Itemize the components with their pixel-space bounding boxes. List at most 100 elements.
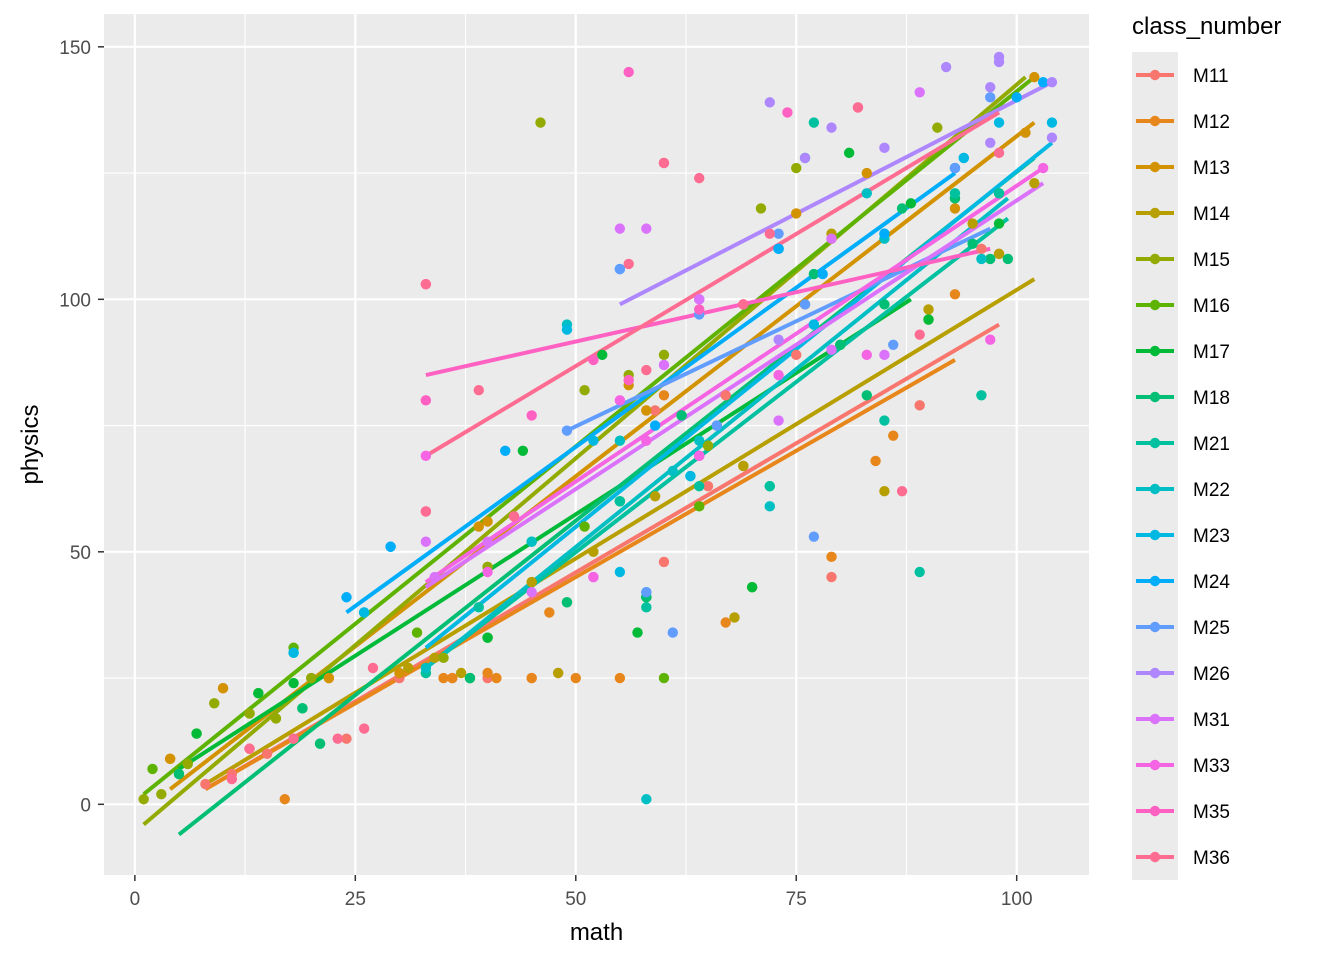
point-m13	[482, 516, 493, 527]
point-m15	[658, 349, 670, 361]
point-m14	[923, 304, 934, 315]
point-m15	[209, 698, 220, 709]
legend-point-m16	[1149, 299, 1161, 311]
legend-label: M12	[1193, 112, 1230, 133]
point-m23	[614, 566, 626, 578]
point-m36	[694, 172, 705, 184]
point-m31	[826, 233, 837, 244]
point-m36	[896, 486, 908, 497]
point-m26	[879, 142, 890, 154]
point-m16	[579, 521, 590, 532]
legend-point-m36	[1149, 851, 1161, 863]
fit-line-m23	[424, 141, 1054, 650]
x-tick-label: 100	[1001, 889, 1033, 910]
point-m21	[879, 415, 890, 426]
x-tick-label: 50	[565, 889, 586, 910]
point-m15	[244, 708, 255, 719]
point-m14	[403, 662, 414, 674]
axes-layer: 0 25 50 75 100 0 50 100 150 math physics	[17, 38, 1033, 946]
x-tick-label: 75	[786, 889, 807, 910]
point-m24	[500, 445, 511, 457]
point-m15	[791, 162, 802, 174]
point-m33	[588, 571, 599, 583]
point-m35	[782, 107, 793, 118]
point-m26	[826, 122, 837, 133]
point-m12	[570, 672, 581, 684]
legend-point-m14	[1149, 207, 1161, 219]
point-m26	[985, 137, 996, 148]
x-tick-label: 0	[130, 889, 141, 910]
point-m17	[253, 688, 264, 699]
point-m12	[438, 672, 449, 684]
point-m36	[332, 733, 343, 744]
point-m11	[791, 349, 802, 361]
y-tick-label: 100	[59, 290, 91, 311]
legend-point-m35	[1149, 805, 1161, 817]
x-tick-label: 25	[345, 889, 366, 910]
point-m18	[896, 203, 908, 214]
point-m36	[508, 511, 520, 522]
fit-line-m26	[618, 80, 1053, 307]
legend-label: M33	[1193, 756, 1230, 777]
point-m25	[985, 92, 996, 103]
point-m17	[288, 677, 299, 689]
point-m15	[182, 758, 193, 770]
point-m15	[702, 440, 714, 451]
legend-title: class_number	[1132, 13, 1281, 40]
point-m15	[579, 385, 590, 396]
point-m12	[949, 289, 961, 300]
point-m11	[702, 480, 714, 492]
point-m35	[420, 395, 432, 406]
point-m35	[623, 374, 634, 386]
x-axis-title: math	[570, 919, 623, 946]
point-m33	[773, 369, 784, 381]
point-m22	[614, 435, 626, 446]
point-m33	[420, 450, 432, 462]
point-m24	[385, 541, 396, 552]
point-m31	[614, 223, 626, 234]
point-m12	[491, 672, 502, 684]
fit-line-m12	[204, 358, 956, 791]
legend-label: M25	[1193, 618, 1230, 639]
legend-point-m18	[1149, 391, 1161, 403]
point-m13	[791, 208, 802, 219]
point-m25	[799, 299, 811, 310]
point-m21	[976, 390, 987, 401]
fit-line-m31	[424, 181, 1045, 589]
point-m26	[993, 56, 1005, 68]
legend-point-m31	[1149, 713, 1161, 725]
point-m13	[1020, 127, 1031, 138]
point-m14	[729, 612, 740, 623]
legend-label: M23	[1193, 526, 1230, 547]
legend-label: M22	[1193, 480, 1230, 501]
point-m21	[614, 496, 626, 507]
point-m18	[297, 703, 308, 714]
point-m17	[632, 627, 643, 638]
point-m15	[535, 117, 546, 128]
point-m31	[641, 223, 652, 234]
point-m33	[861, 349, 872, 361]
point-m26	[799, 152, 811, 164]
point-m36	[288, 733, 299, 744]
point-m11	[976, 243, 987, 255]
legend-point-m22	[1149, 483, 1161, 495]
point-m11	[261, 748, 273, 760]
point-m35	[526, 410, 537, 421]
point-m15	[932, 122, 943, 133]
point-m17	[191, 728, 202, 739]
fit-line-m14	[204, 277, 1036, 786]
point-m33	[694, 450, 705, 462]
point-m23	[288, 647, 299, 659]
point-m15	[438, 652, 449, 664]
point-m17	[993, 218, 1005, 229]
point-m18	[861, 390, 872, 401]
point-m14	[455, 667, 467, 679]
point-m11	[341, 733, 352, 744]
point-m15	[306, 672, 317, 684]
legend-label: M13	[1193, 158, 1230, 179]
point-m11	[649, 405, 661, 416]
point-m21	[949, 188, 961, 199]
legend-label: M21	[1193, 434, 1230, 455]
point-m14	[993, 248, 1005, 260]
